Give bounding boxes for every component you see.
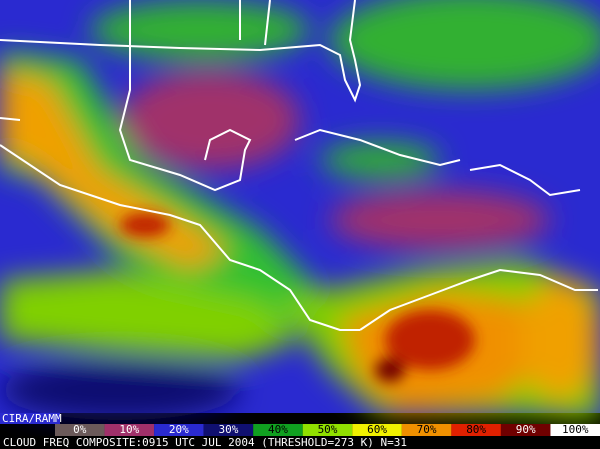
caption-bar bbox=[0, 436, 600, 449]
legend-swatch bbox=[550, 424, 600, 436]
legend-label: 10% bbox=[119, 423, 139, 436]
legend-swatch bbox=[104, 424, 155, 436]
legend-swatch bbox=[302, 424, 353, 436]
logo: CIRA/RAMM bbox=[2, 412, 62, 425]
coastlines bbox=[0, 0, 598, 331]
legend-label: 100% bbox=[562, 423, 589, 436]
legend-label: 0% bbox=[73, 423, 87, 436]
cloud-field bbox=[0, 0, 600, 420]
legend-swatch bbox=[154, 424, 204, 436]
legend-swatch bbox=[55, 424, 105, 436]
legend-label: 70% bbox=[417, 423, 437, 436]
legend-swatch bbox=[401, 424, 452, 436]
legend-label: 90% bbox=[516, 423, 536, 436]
legend-swatch bbox=[203, 424, 254, 436]
legend-swatch bbox=[500, 424, 551, 436]
legend-label: 30% bbox=[218, 423, 238, 436]
legend-label: 40% bbox=[268, 423, 288, 436]
caption: CLOUD FREQ COMPOSITE:0915 UTC JUL 2004 (… bbox=[3, 436, 407, 449]
legend-label: 50% bbox=[318, 423, 338, 436]
legend: 0% 10% 20% 30% 40% 50% 60% 70% 80% 90% 100% bbox=[55, 423, 600, 436]
legend-label: 20% bbox=[169, 423, 189, 436]
legend-swatch bbox=[253, 424, 303, 436]
legend-label: 80% bbox=[466, 423, 486, 436]
logo-background bbox=[0, 413, 60, 424]
legend-label: 60% bbox=[367, 423, 387, 436]
legend-swatch bbox=[451, 424, 501, 436]
legend-swatch bbox=[352, 424, 402, 436]
